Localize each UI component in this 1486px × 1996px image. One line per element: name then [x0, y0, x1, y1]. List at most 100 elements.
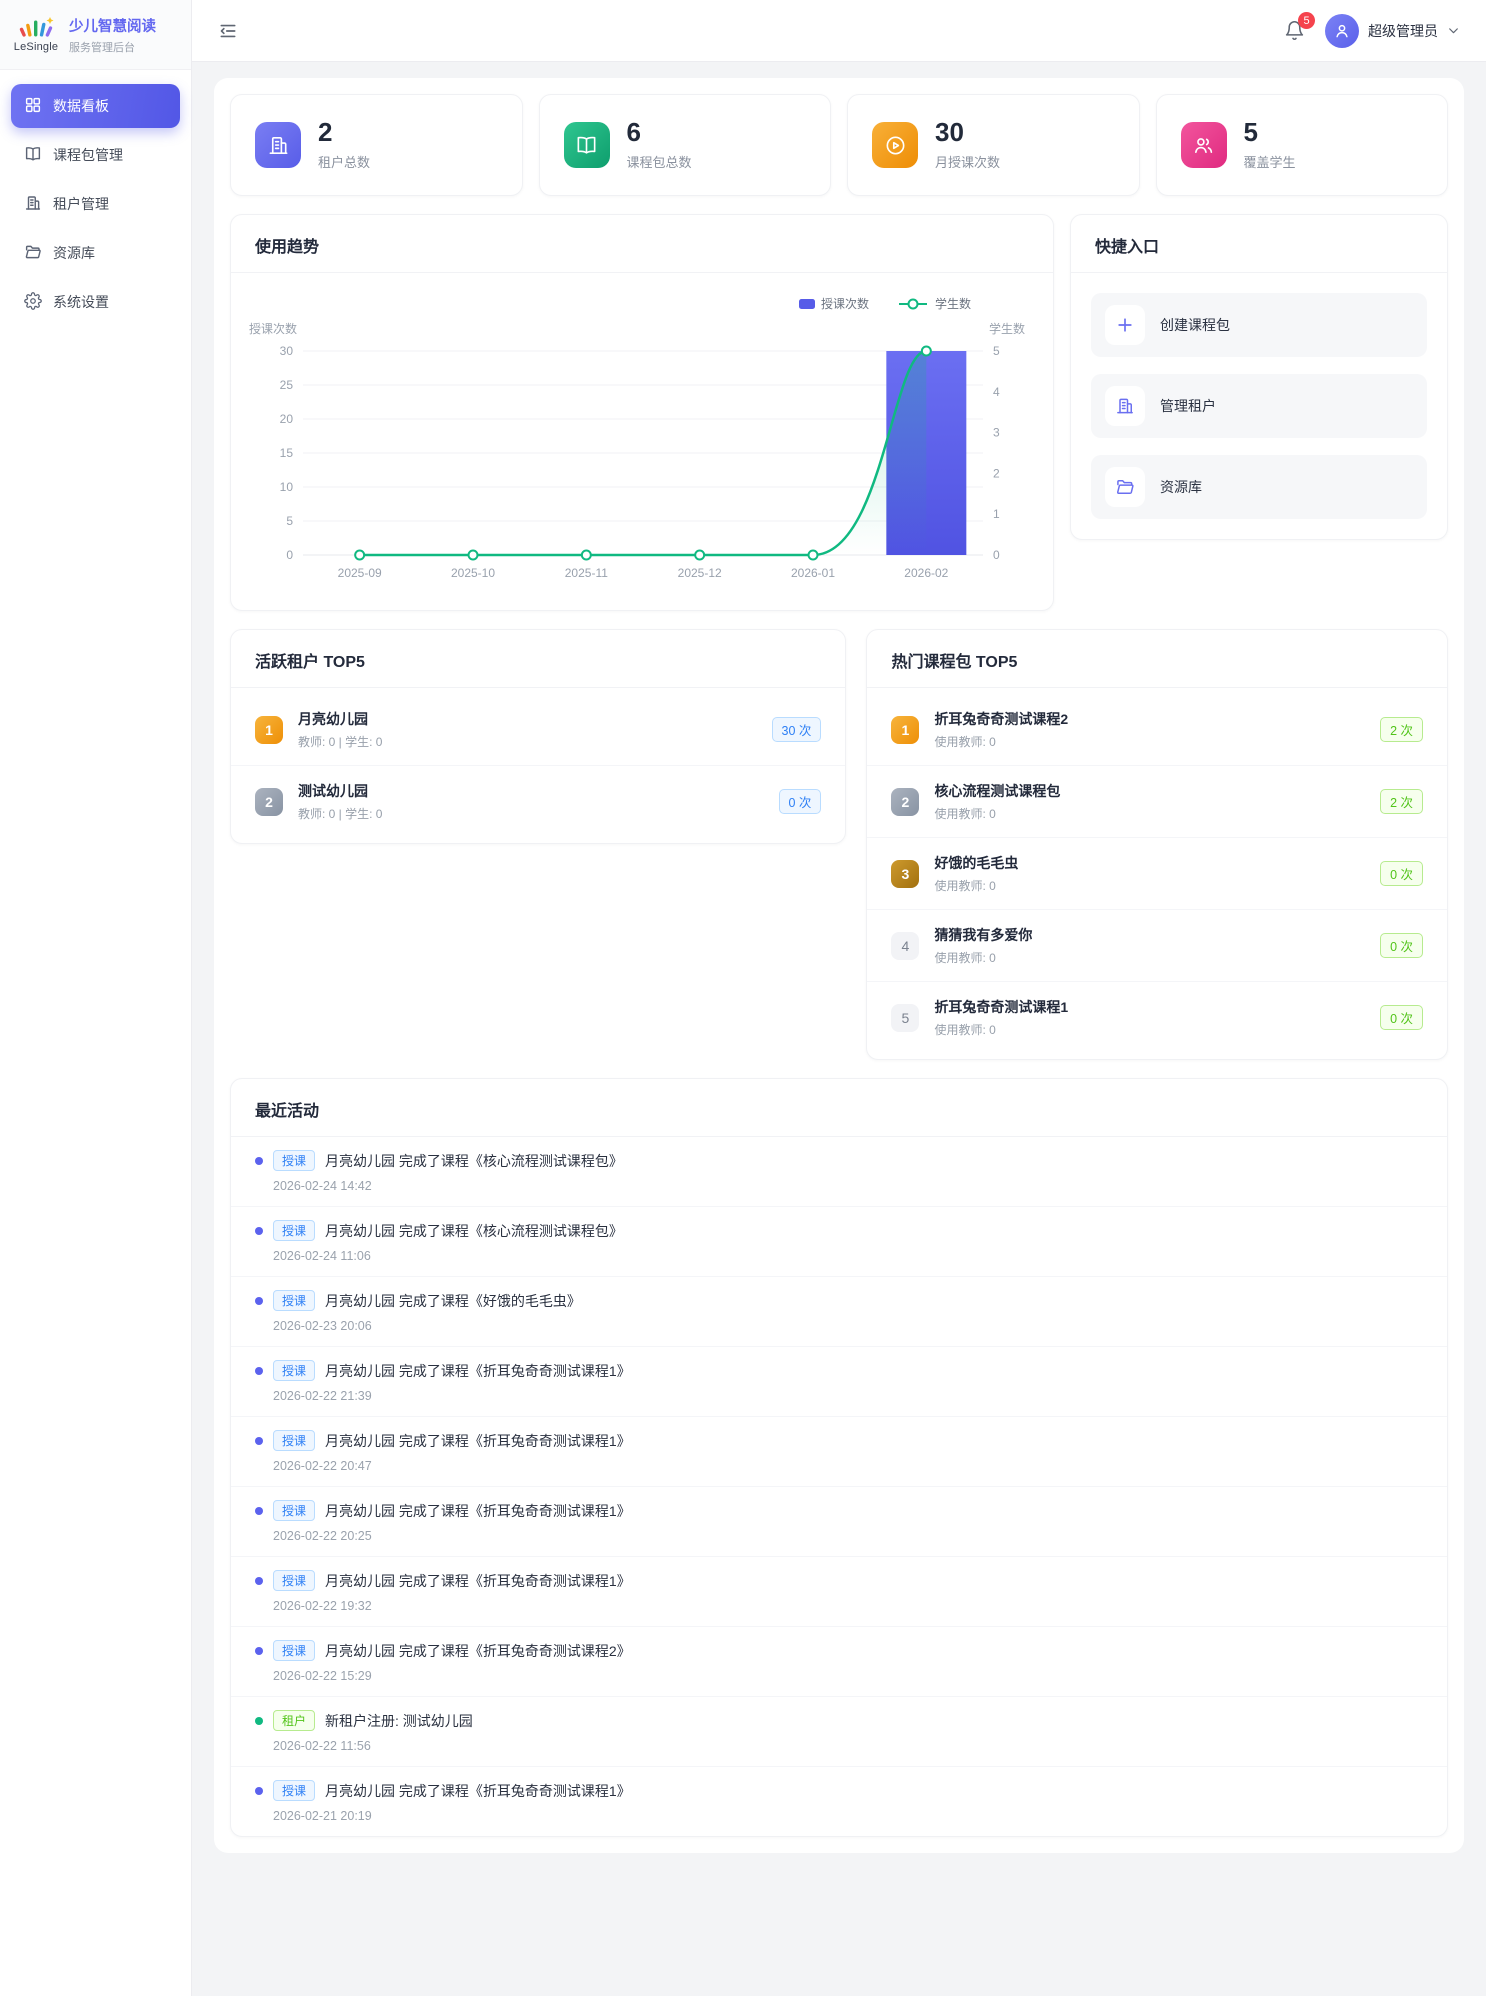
activity-time: 2026-02-22 20:25	[273, 1529, 372, 1544]
bell-icon	[1285, 21, 1304, 41]
activity-text: 月亮幼儿园 完成了课程《折耳兔奇奇测试课程2》	[325, 1642, 631, 1659]
svg-text:授课次数: 授课次数	[249, 321, 297, 336]
notification-bell[interactable]: 5	[1284, 12, 1315, 41]
stat-value: 5	[1243, 117, 1258, 147]
course-name: 折耳兔奇奇测试课程1	[934, 999, 1069, 1016]
usage-count-badge: 2 次	[1380, 717, 1423, 743]
sidebar-item-label: 资源库	[53, 245, 95, 261]
rank-badge: 1	[891, 715, 920, 744]
quick-entry-label: 管理租户	[1160, 398, 1216, 415]
course-meta: 使用教师: 0	[934, 951, 996, 966]
folder-icon	[1105, 467, 1145, 508]
activity-item: 授课 月亮幼儿园 完成了课程《折耳兔奇奇测试课程1》 2026-02-21 20…	[231, 1767, 1447, 1836]
activity-item: 授课 月亮幼儿园 完成了课程《好饿的毛毛虫》 2026-02-23 20:06	[231, 1277, 1447, 1348]
stat-label: 课程包总数	[626, 155, 692, 171]
activity-time: 2026-02-22 20:47	[273, 1459, 372, 1474]
building-icon	[255, 122, 301, 169]
main-content: 2 租户总数 6 课程包总数	[192, 62, 1486, 1996]
quick-entry-resources[interactable]: 资源库	[1091, 455, 1427, 520]
svg-text:0: 0	[286, 548, 293, 562]
stat-card-monthly-lessons: 30 月授课次数	[847, 94, 1140, 197]
svg-text:15: 15	[280, 446, 294, 460]
svg-text:2025-11: 2025-11	[565, 566, 608, 580]
svg-text:20: 20	[280, 412, 294, 426]
svg-text:0: 0	[993, 548, 1000, 562]
sidebar-item-label: 数据看板	[53, 98, 109, 114]
course-list-item: 2 核心流程测试课程包 使用教师: 0 2 次	[867, 766, 1447, 839]
quick-entry-label: 创建课程包	[1160, 317, 1230, 334]
user-menu[interactable]: 超级管理员	[1325, 13, 1460, 48]
course-name: 核心流程测试课程包	[934, 783, 1061, 800]
activity-item: 授课 月亮幼儿园 完成了课程《折耳兔奇奇测试课程1》 2026-02-22 21…	[231, 1347, 1447, 1418]
activity-type-badge: 授课	[273, 1570, 316, 1592]
activity-type-badge: 授课	[273, 1430, 316, 1452]
folder-icon	[24, 243, 42, 264]
sidebar-item-tenants[interactable]: 租户管理	[11, 182, 180, 226]
sidebar-item-course-packages[interactable]: 课程包管理	[11, 133, 180, 177]
logo-bars-icon	[19, 17, 54, 37]
section-title: 活跃租户 TOP5	[231, 630, 846, 689]
activity-text: 月亮幼儿园 完成了课程《折耳兔奇奇测试课程1》	[325, 1782, 631, 1799]
building-icon	[1105, 386, 1145, 427]
app-subtitle: 服务管理后台	[69, 41, 135, 54]
topbar: 5 超级管理员	[192, 0, 1486, 62]
logo-text: LeSingle	[13, 41, 59, 53]
activity-type-badge: 授课	[273, 1220, 316, 1242]
sidebar-item-resources[interactable]: 资源库	[11, 231, 180, 275]
svg-text:2025-10: 2025-10	[451, 566, 495, 580]
quick-entry-manage-tenants[interactable]: 管理租户	[1091, 374, 1427, 439]
tenant-meta: 教师: 0 | 学生: 0	[298, 807, 383, 822]
person-icon	[1336, 24, 1348, 37]
stat-label: 覆盖学生	[1243, 155, 1296, 171]
logo-icon: LeSingle	[12, 16, 60, 53]
usage-count-badge: 0 次	[1380, 1005, 1423, 1031]
svg-text:4: 4	[993, 385, 1000, 399]
book-icon	[24, 145, 42, 166]
activity-dot	[255, 1786, 263, 1795]
quick-entry-create-course[interactable]: 创建课程包	[1091, 293, 1427, 358]
svg-text:2026-01: 2026-01	[791, 566, 835, 580]
sidebar-item-settings[interactable]: 系统设置	[11, 280, 180, 324]
rank-badge: 2	[255, 787, 283, 816]
activity-type-badge: 授课	[273, 1360, 316, 1382]
activity-time: 2026-02-22 15:29	[273, 1669, 372, 1684]
sidebar-item-label: 租户管理	[53, 196, 109, 212]
menu-fold-icon[interactable]	[218, 21, 238, 41]
svg-text:25: 25	[280, 378, 294, 392]
active-tenants-card: 活跃租户 TOP5 1 月亮幼儿园 教师: 0 | 学生: 0 30 次	[230, 629, 847, 845]
activity-dot	[255, 1436, 263, 1445]
notification-badge: 5	[1298, 12, 1315, 29]
stat-card-students: 5 覆盖学生	[1155, 94, 1448, 197]
rank-badge: 5	[891, 1003, 920, 1032]
svg-text:2025-12: 2025-12	[678, 566, 722, 580]
activity-item: 授课 月亮幼儿园 完成了课程《核心流程测试课程包》 2026-02-24 14:…	[231, 1137, 1447, 1208]
sidebar-menu: 数据看板 课程包管理 租户管理 资源库 系统设置	[0, 70, 191, 343]
logo: LeSingle 少儿智慧阅读 服务管理后台	[0, 0, 191, 70]
activity-dot	[255, 1716, 263, 1725]
stat-label: 租户总数	[318, 155, 371, 171]
activity-time: 2026-02-22 11:56	[273, 1739, 371, 1754]
course-list-item: 4 猜猜我有多爱你 使用教师: 0 0 次	[867, 910, 1447, 983]
activity-item: 授课 月亮幼儿园 完成了课程《折耳兔奇奇测试课程1》 2026-02-22 20…	[231, 1487, 1447, 1558]
stat-value: 6	[626, 117, 641, 147]
section-title: 热门课程包 TOP5	[867, 630, 1447, 689]
dashboard-panel: 2 租户总数 6 课程包总数	[214, 78, 1464, 1854]
stat-card-course-packages: 6 课程包总数	[538, 94, 831, 197]
activity-time: 2026-02-24 11:06	[273, 1249, 371, 1264]
stat-value: 30	[935, 117, 964, 147]
sidebar-item-dashboard[interactable]: 数据看板	[11, 84, 180, 128]
sidebar: LeSingle 少儿智慧阅读 服务管理后台 数据看板 课程包管理 租户管理	[0, 0, 192, 1996]
activity-type-badge: 授课	[273, 1290, 316, 1312]
course-list-item: 3 好饿的毛毛虫 使用教师: 0 0 次	[867, 838, 1447, 911]
activity-text: 月亮幼儿园 完成了课程《核心流程测试课程包》	[325, 1152, 623, 1169]
hot-courses-card: 热门课程包 TOP5 1 折耳兔奇奇测试课程2 使用教师: 0 2 次	[866, 629, 1448, 1061]
avatar	[1325, 13, 1359, 48]
building-icon	[24, 194, 42, 215]
svg-text:2: 2	[993, 467, 1000, 481]
tenant-list-item: 2 测试幼儿园 教师: 0 | 学生: 0 0 次	[231, 766, 845, 837]
course-name: 猜猜我有多爱你	[934, 927, 1033, 944]
stat-card-tenants: 2 租户总数	[230, 94, 523, 197]
rank-badge: 4	[891, 931, 920, 960]
